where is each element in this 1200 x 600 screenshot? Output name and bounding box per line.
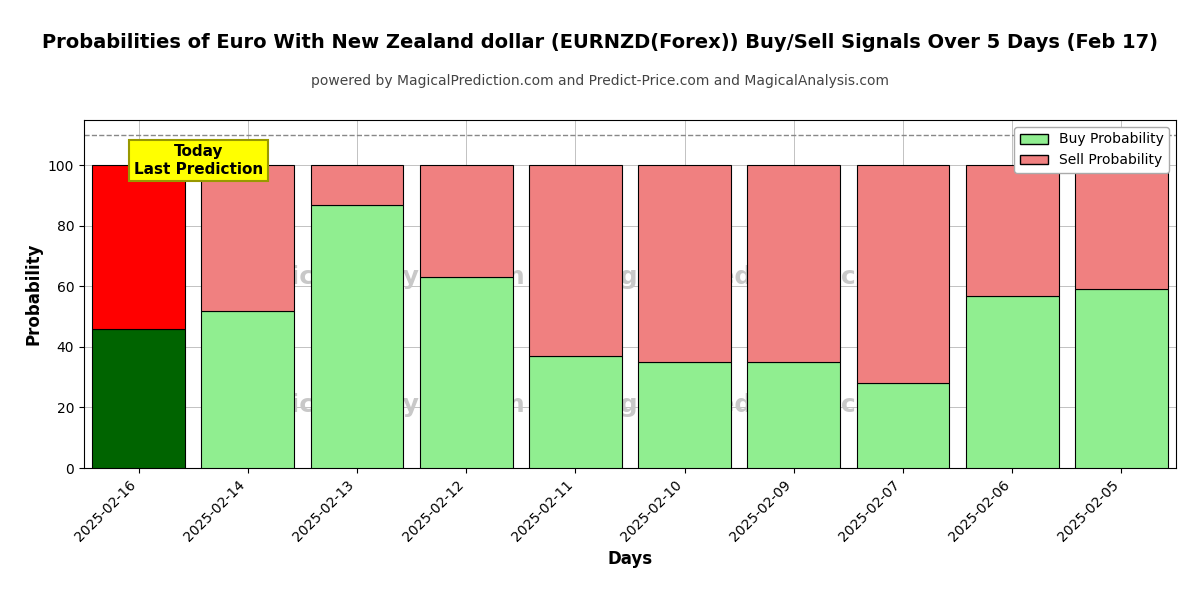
Legend: Buy Probability, Sell Probability: Buy Probability, Sell Probability (1014, 127, 1169, 173)
Bar (748, 362, 840, 468)
Text: Probabilities of Euro With New Zealand dollar (EURNZD(Forex)) Buy/Sell Signals O: Probabilities of Euro With New Zealand d… (42, 32, 1158, 52)
Bar (638, 362, 731, 468)
Bar (966, 296, 1058, 468)
Text: Today
Last Prediction: Today Last Prediction (134, 144, 263, 176)
Text: MagicalPrediction.com: MagicalPrediction.com (578, 394, 900, 418)
Y-axis label: Probability: Probability (24, 243, 42, 345)
Bar (966, 166, 1058, 296)
X-axis label: Days: Days (607, 550, 653, 568)
Bar (202, 166, 294, 311)
Bar (1075, 166, 1168, 289)
Bar (529, 356, 622, 468)
Bar (857, 166, 949, 383)
Bar (202, 311, 294, 468)
Bar (420, 277, 512, 468)
Bar (529, 166, 622, 356)
Text: MagicalPrediction.com: MagicalPrediction.com (578, 265, 900, 289)
Bar (748, 166, 840, 362)
Bar (420, 166, 512, 277)
Bar (92, 166, 185, 329)
Text: MagicalAnalysis.com: MagicalAnalysis.com (232, 265, 526, 289)
Bar (1075, 289, 1168, 468)
Text: MagicalAnalysis.com: MagicalAnalysis.com (232, 394, 526, 418)
Bar (638, 166, 731, 362)
Bar (92, 329, 185, 468)
Bar (311, 166, 403, 205)
Text: powered by MagicalPrediction.com and Predict-Price.com and MagicalAnalysis.com: powered by MagicalPrediction.com and Pre… (311, 74, 889, 88)
Bar (311, 205, 403, 468)
Bar (857, 383, 949, 468)
